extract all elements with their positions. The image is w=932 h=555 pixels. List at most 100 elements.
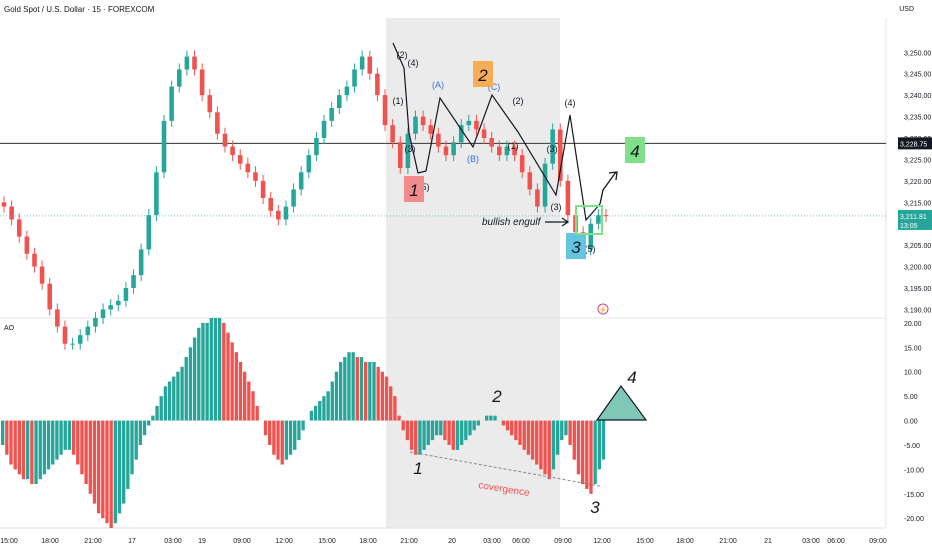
candle-body <box>207 95 213 113</box>
ao-bar <box>226 332 230 421</box>
ao-bar <box>568 420 572 445</box>
ao-bar <box>272 420 276 455</box>
ao-bar <box>593 420 597 485</box>
ao-bar <box>109 420 113 528</box>
ao-bar <box>313 405 318 421</box>
ao-bar <box>222 322 226 421</box>
candle-body <box>154 172 159 216</box>
wave-label: (1) <box>508 141 519 151</box>
price-tick-label: 3,190.00 <box>904 307 931 314</box>
price-tick-label: 3,240.00 <box>904 93 931 100</box>
ao-bar <box>309 410 314 421</box>
ao-bar <box>268 420 272 445</box>
ao-bar <box>376 366 380 421</box>
time-tick-label: 21:00 <box>400 538 418 545</box>
time-tick-label: 18:00 <box>41 538 59 545</box>
candle-body <box>298 172 304 190</box>
candle-body <box>55 309 60 327</box>
ao-bar <box>539 420 543 470</box>
wave-label: (5) <box>419 182 430 192</box>
time-tick-label: 09:00 <box>233 538 251 545</box>
countdown-label: 13:05 <box>900 223 918 230</box>
ao-bar <box>338 361 343 421</box>
ao-bar <box>489 415 493 421</box>
wave-label: (C) <box>488 82 501 92</box>
ao-bar <box>176 371 180 421</box>
ao-bar <box>163 386 168 421</box>
ao-bar <box>284 420 289 460</box>
ao-bar <box>217 318 222 421</box>
candle-body <box>184 56 190 70</box>
ao-wave-label: 3 <box>590 498 600 517</box>
wave-box <box>404 176 424 202</box>
candle-body <box>47 283 53 310</box>
ao-bar <box>76 420 80 465</box>
ao-bar <box>38 420 42 480</box>
ao-bar <box>451 420 455 450</box>
ao-bar <box>192 337 197 421</box>
candle-body <box>314 138 319 156</box>
ao-bar <box>213 318 218 421</box>
time-tick-label: 06:00 <box>827 538 845 545</box>
candle-body <box>497 146 502 156</box>
wave-label: (3) <box>405 144 416 154</box>
ao-bar <box>464 420 468 441</box>
time-tick-label: 18:00 <box>359 538 377 545</box>
ao-bar <box>113 420 117 524</box>
ao-bar <box>138 420 143 445</box>
currency-label: USD <box>899 6 914 13</box>
ao-bar <box>514 420 518 441</box>
candle-body <box>253 172 258 181</box>
ao-bar <box>493 415 497 421</box>
candle-body <box>260 180 266 198</box>
ao-bar <box>105 420 109 524</box>
wave-box-label: 4 <box>630 142 639 161</box>
time-tick-label: 03:00 <box>483 538 501 545</box>
ao-bar <box>393 396 397 421</box>
ao-bar <box>368 361 372 421</box>
wave-label: (3) <box>547 144 558 154</box>
ao-bar <box>601 420 606 460</box>
ao-bar <box>276 420 280 460</box>
ao-tick-label: -5.00 <box>904 443 920 450</box>
ao-bar <box>468 420 472 436</box>
engulf-label: bullish engulf <box>482 217 542 228</box>
time-tick-label: 15:00 <box>0 538 18 545</box>
ao-bar <box>555 420 560 455</box>
candle-body <box>199 69 205 96</box>
time-tick-label: 21:00 <box>719 538 737 545</box>
candle-body <box>9 206 14 220</box>
ao-bar <box>426 420 430 445</box>
ao-bar <box>351 352 355 421</box>
time-tick-label: 17 <box>128 538 136 545</box>
ao-bar <box>572 420 576 460</box>
engulf-arrowhead <box>561 217 570 227</box>
ao-bar <box>243 371 247 421</box>
ao-bar <box>96 420 101 514</box>
ao-bar <box>30 420 34 485</box>
time-tick-label: 09:00 <box>554 538 572 545</box>
candle-body <box>245 163 251 173</box>
ao-bar <box>409 420 414 450</box>
wave-box-label: 3 <box>571 238 581 257</box>
price-tick-label: 3,195.00 <box>904 286 931 293</box>
hline-price-label: 3,228.75 <box>900 141 927 148</box>
candle-body <box>519 155 525 173</box>
ao-bar <box>551 420 556 470</box>
ao-bar <box>530 420 535 460</box>
ao-bar <box>418 420 422 455</box>
candle-body <box>436 133 441 147</box>
ao-bar <box>501 420 506 426</box>
candle-body <box>458 125 464 143</box>
candle-body <box>306 155 312 173</box>
price-tick-label: 3,200.00 <box>904 265 931 272</box>
ao-bar <box>167 381 172 421</box>
ao-bar <box>34 420 38 485</box>
candle-body <box>443 146 449 156</box>
candle-body <box>237 155 243 164</box>
ao-bar <box>543 420 547 475</box>
wave-box-label: 1 <box>409 181 418 200</box>
candle-body <box>489 138 494 147</box>
ao-bar <box>430 420 435 441</box>
